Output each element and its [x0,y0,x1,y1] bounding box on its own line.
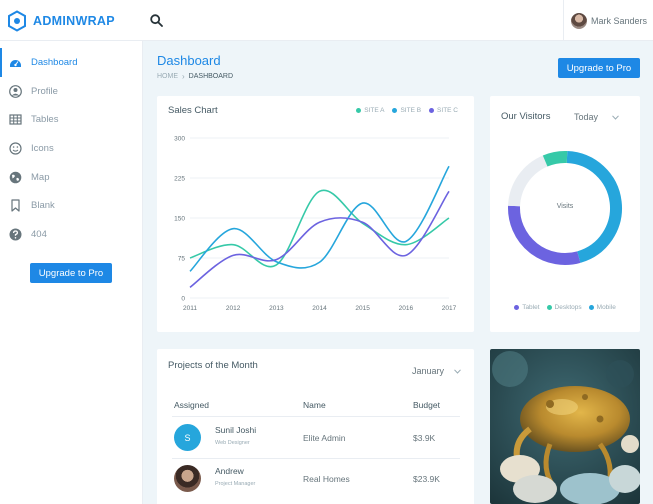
visitors-title: Our Visitors [501,111,551,122]
divider [172,416,460,417]
x-tick-label: 2012 [226,305,241,312]
x-tick-label: 2016 [399,305,414,312]
sidebar-item-label: Tables [31,114,59,126]
donut-slice-mobile [566,151,622,263]
sales-chart-title: Sales Chart [168,105,218,116]
dashboard-icon [10,59,21,67]
globe-icon [9,171,22,183]
chevron-right-icon: › [182,72,185,81]
top-bar: ADMINWRAP Mark Sanders [0,0,653,41]
sidebar-item-label: Icons [31,142,54,154]
x-tick-label: 2011 [183,305,197,312]
sidebar-upgrade-button[interactable]: Upgrade to Pro [30,263,112,283]
legend-tablet: Tablet [514,304,540,311]
projects-card: Projects of the Month January Assigned N… [157,349,474,504]
column-header-budget: Budget [413,400,440,410]
legend-site-b: SITE B [392,107,421,114]
x-tick-label: 2017 [442,305,457,312]
y-tick-label: 300 [174,136,185,143]
sidebar-item-label: Map [31,171,50,183]
projects-title: Projects of the Month [168,360,258,371]
sidebar-item-icons[interactable]: Icons [0,134,142,163]
table-icon [9,114,22,125]
chevron-down-icon [612,114,619,120]
legend-desktops: Desktops [546,304,582,311]
project-budget: $3.9K [413,433,436,443]
sidebar: Dashboard Profile Tables Icons [0,41,143,504]
visitors-filter-value: Today [574,112,599,122]
sidebar-item-label: 404 [31,228,47,240]
x-tick-label: 2015 [355,305,370,312]
page-title: Dashboard [157,53,221,68]
avatar: S [174,424,201,451]
legend-site-a: SITE A [356,107,384,114]
donut-slice-desktops [542,151,568,167]
series-line-site-a [189,189,450,268]
hexagon-logo-icon [8,9,26,32]
help-icon [9,228,22,241]
visitors-legend: Tablet Desktops Mobile [490,304,640,311]
avatar [571,12,587,29]
column-header-assigned: Assigned [174,400,209,410]
sidebar-item-dashboard[interactable]: Dashboard [0,48,142,77]
smiley-icon [9,142,22,155]
sidebar-item-404[interactable]: 404 [0,220,142,249]
month-select[interactable]: January [412,366,461,376]
breadcrumb-home[interactable]: HOME [157,73,178,80]
project-name: Real Homes [303,474,350,484]
legend-mobile: Mobile [588,304,616,311]
sidebar-item-label: Profile [31,85,58,97]
assignee-name: Sunil Joshi [215,425,257,435]
donut-slice-tablet [508,205,581,265]
series-line-site-c [189,190,450,288]
bookmark-icon [11,199,20,212]
crab-photo [490,349,640,504]
sidebar-item-label: Blank [31,200,55,212]
logo[interactable]: ADMINWRAP [0,0,143,41]
project-budget: $23.9K [413,474,440,484]
chevron-down-icon [454,368,461,374]
assignee-role: Project Manager [215,481,256,487]
sales-chart: 0 75 150 225 300 2011 2012 2013 2014 2015 2016 2017 [174,136,457,313]
sidebar-item-tables[interactable]: Tables [0,105,142,134]
upgrade-button[interactable]: Upgrade to Pro [558,58,640,78]
y-tick-label: 75 [178,256,186,263]
divider [172,458,460,459]
search-icon[interactable] [150,14,163,27]
column-header-name: Name [303,400,326,410]
user-name: Mark Sanders [591,15,648,26]
donut-slice-other [508,155,548,207]
user-icon [9,84,22,98]
y-tick-label: 0 [181,296,185,303]
y-tick-label: 150 [174,216,185,223]
sidebar-item-map[interactable]: Map [0,163,142,192]
visitors-donut [508,151,622,265]
breadcrumb: HOME › DASHBOARD [157,72,233,81]
donut-center-label: Visits [556,203,574,210]
legend-site-c: SITE C [429,107,458,114]
sidebar-item-label: Dashboard [31,56,78,68]
sales-chart-card: 0 75 150 225 300 2011 2012 2013 2014 2015 2016 2017… [157,96,474,332]
project-name: Elite Admin [303,433,346,443]
sidebar-item-profile[interactable]: Profile [0,77,142,106]
month-select-value: January [412,366,445,376]
breadcrumb-current: DASHBOARD [188,73,234,80]
sidebar-item-blank[interactable]: Blank [0,191,142,220]
x-tick-label: 2014 [312,305,327,312]
crab-image [490,349,640,504]
user-menu[interactable]: Mark Sanders [563,0,653,41]
visitors-filter-select[interactable]: Today [574,112,619,122]
assignee-role: Web Designer [215,440,250,446]
avatar [174,465,201,492]
y-tick-label: 225 [174,176,185,183]
assignee-name: Andrew [215,466,244,476]
series-line-site-b [189,165,450,272]
brand-name: ADMINWRAP [33,13,115,28]
chart-legend: SITE A SITE B SITE C [356,107,458,114]
x-tick-label: 2013 [269,305,284,312]
visitors-card: Our Visitors Today Visits Tablet Desktop… [490,96,640,332]
